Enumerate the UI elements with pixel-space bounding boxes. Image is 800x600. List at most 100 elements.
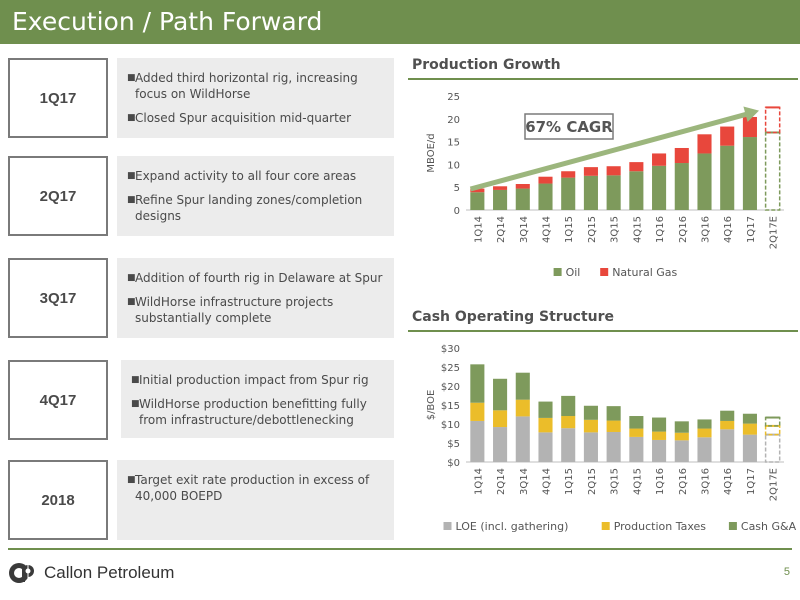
company-logo: Callon Petroleum <box>8 560 174 586</box>
bar-segment <box>652 439 667 462</box>
quarter-label-4q17: 4Q17 <box>8 360 108 440</box>
bar-segment <box>764 425 781 436</box>
footer-divider <box>8 548 792 550</box>
bullet-item: ■ Addition of fourth rig in Delaware at S… <box>127 270 384 286</box>
bar-segment <box>493 427 508 462</box>
x-tick-label: 3Q14 <box>519 216 530 243</box>
bar-segment <box>652 417 667 432</box>
bar-segment <box>493 378 508 411</box>
cash-operating-chart: $0 $5 $10 $15 $20 $25 $30 $/BOE 1Q14 2Q14 3Q14 4Q14… <box>426 344 797 533</box>
x-tick-label: 2Q14 <box>496 216 507 243</box>
x-tick-label: 2Q14 <box>496 468 507 495</box>
bar-segment <box>470 192 485 210</box>
y-tick-label: $25 <box>441 363 460 374</box>
cagr-arrow-icon <box>743 106 760 122</box>
y-tick-label: $30 <box>441 344 460 355</box>
bar-segment <box>493 186 508 190</box>
bullet-dot-icon: ■ <box>127 171 136 181</box>
bar-segment <box>470 402 485 421</box>
x-tick-label: 1Q14 <box>473 468 484 495</box>
bar-segment <box>538 183 553 210</box>
x-tick-label: 1Q17 <box>746 216 757 243</box>
bar-segment <box>606 166 621 176</box>
x-tick-label: 1Q16 <box>655 216 666 243</box>
x-tick-label: 1Q17 <box>746 468 757 495</box>
bar-segment <box>561 416 576 429</box>
x-tick-label: 2Q16 <box>678 468 689 495</box>
bar-segment <box>470 188 485 193</box>
bullet-dot-icon: ■ <box>127 475 136 485</box>
bar-segment <box>720 420 735 430</box>
bar-segment <box>515 188 530 210</box>
bullet-dot-icon: ■ <box>131 399 140 409</box>
section-divider <box>408 78 798 80</box>
bullet-item: ■ Initial production impact from Spur rig <box>131 372 384 388</box>
bar-segment <box>720 429 735 462</box>
bar-segment <box>515 399 530 417</box>
x-tick-label: 3Q16 <box>701 216 712 243</box>
x-tick-label: 4Q14 <box>542 468 553 495</box>
bar-segment <box>470 420 485 462</box>
y-tick-label: $20 <box>441 382 460 393</box>
bar-segment <box>629 436 644 462</box>
x-tick-label: 4Q15 <box>632 468 643 495</box>
bullet-text: Expand activity to all four core areas <box>135 169 357 183</box>
bar-segment <box>742 413 757 424</box>
bar-segment <box>674 432 689 441</box>
bar-segment <box>538 176 553 184</box>
legend-swatch <box>443 522 452 530</box>
y-tick-label: 25 <box>447 92 460 103</box>
x-tick-label: 1Q16 <box>655 468 666 495</box>
legend-swatch <box>728 522 737 530</box>
bar-segment <box>606 406 621 421</box>
page-title: Execution / Path Forward <box>12 7 323 36</box>
y-tick-label: 15 <box>447 138 460 149</box>
bullet-dot-icon: ■ <box>131 375 140 385</box>
page-number: 5 <box>783 566 790 578</box>
bar-segment <box>697 419 712 429</box>
x-tick-label: 2Q15 <box>587 216 598 243</box>
bar-segment <box>606 420 621 432</box>
x-tick-label: 4Q16 <box>723 468 734 495</box>
bar-segment <box>538 401 553 418</box>
bar-segment <box>538 417 553 433</box>
quarter-bullets-3q17: ■ Addition of fourth rig in Delaware at S… <box>117 258 394 338</box>
bullet-dot-icon: ■ <box>127 195 136 205</box>
bar-segment <box>583 175 598 210</box>
bullet-text: Addition of fourth rig in Delaware at Sp… <box>135 271 383 285</box>
y-tick-label: $5 <box>447 439 460 450</box>
bar-segment <box>697 134 712 154</box>
bar-segment <box>764 106 781 134</box>
x-tick-label: 1Q14 <box>473 216 484 243</box>
legend-label: Production Taxes <box>614 520 707 533</box>
legend-label: LOE (incl. gathering) <box>456 520 569 533</box>
x-tick-label: 3Q16 <box>701 468 712 495</box>
bullet-item: ■ Added third horizontal rig, increasing … <box>127 70 384 102</box>
bar-segment <box>697 428 712 438</box>
bullet-text: WildHorse infrastructure projects substa… <box>135 295 334 325</box>
bar-segment <box>583 432 598 462</box>
x-tick-label: 1Q15 <box>564 468 575 495</box>
quarter-label-1q17: 1Q17 <box>8 58 108 138</box>
bar-segment <box>764 433 781 463</box>
bar-segment <box>561 171 576 178</box>
bar-segment <box>561 428 576 462</box>
x-tick-label: 4Q14 <box>542 216 553 243</box>
company-name: Callon Petroleum <box>44 563 175 582</box>
y-tick-label: 5 <box>454 183 460 194</box>
quarter-label-2018: 2018 <box>8 460 108 540</box>
bullet-text: Initial production impact from Spur rig <box>139 373 369 387</box>
bullet-text: Target exit rate production in excess of… <box>135 473 370 503</box>
x-tick-label: 2Q17E <box>769 216 780 249</box>
bar-segment <box>629 162 644 172</box>
bullet-item: ■ Expand activity to all four core areas <box>127 168 384 184</box>
callon-logo-icon <box>9 561 34 584</box>
bar-segment <box>674 440 689 462</box>
y-tick-label: $15 <box>441 401 460 412</box>
bar-segment <box>742 116 757 138</box>
bar-segment <box>629 428 644 437</box>
x-tick-label: 4Q15 <box>632 216 643 243</box>
x-tick-label: 4Q16 <box>723 216 734 243</box>
bar-segment <box>561 395 576 417</box>
quarter-bullets-1q17: ■ Added third horizontal rig, increasing … <box>117 58 394 138</box>
